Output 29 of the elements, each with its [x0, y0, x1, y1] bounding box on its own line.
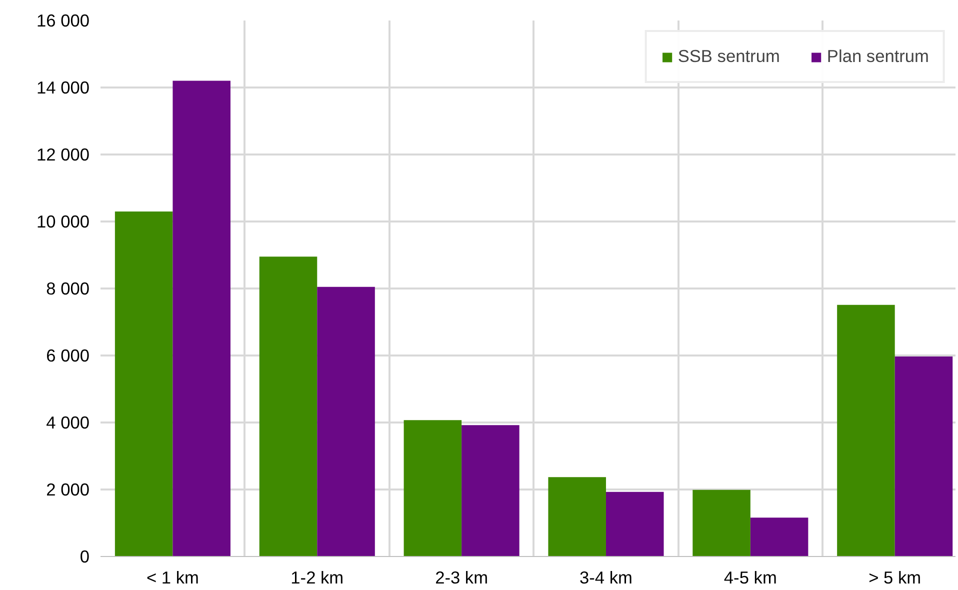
bar: [548, 477, 606, 556]
y-tick-label: 2 000: [46, 480, 90, 500]
y-tick-label: 16 000: [36, 10, 90, 30]
x-tick-label: > 5 km: [868, 568, 922, 588]
y-tick-label: 14 000: [36, 78, 90, 98]
legend-label: SSB sentrum: [678, 46, 780, 67]
y-tick-label: 12 000: [36, 144, 90, 164]
x-tick-label: < 1 km: [146, 568, 199, 588]
bar: [750, 518, 808, 556]
bar: [317, 286, 375, 556]
x-tick-label: 1-2 km: [290, 568, 344, 588]
bar: [606, 492, 664, 556]
bar: [837, 304, 895, 556]
legend-label: Plan sentrum: [826, 46, 929, 67]
bar: [404, 420, 462, 556]
bar: [172, 80, 230, 556]
x-tick-label: 3-4 km: [580, 568, 632, 588]
x-tick-label: 2-3 km: [435, 568, 488, 588]
bar: [259, 256, 318, 556]
bar: [894, 356, 953, 556]
y-tick-label: 0: [80, 546, 90, 566]
y-tick-label: 8 000: [46, 278, 90, 298]
bar: [692, 490, 750, 556]
x-tick-label: 4-5 km: [724, 568, 777, 588]
y-tick-label: 4 000: [46, 412, 90, 432]
y-tick-label: 10 000: [36, 212, 90, 232]
bar: [114, 211, 173, 556]
y-tick-label: 6 000: [46, 346, 90, 366]
bar: [462, 425, 520, 556]
